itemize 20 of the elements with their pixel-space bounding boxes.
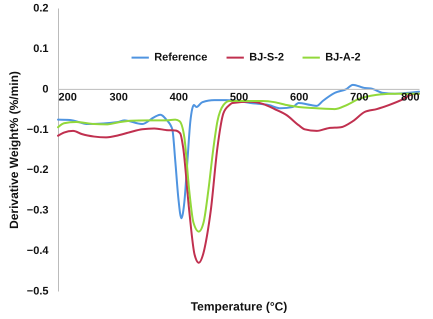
- line-series: [57, 84, 420, 220]
- x-axis-title: Temperature (°C): [190, 300, 288, 314]
- y-tick-label: −0.1: [26, 124, 48, 136]
- y-tick-label: −0.5: [26, 286, 48, 298]
- y-tick-label: −0.2: [26, 164, 48, 176]
- y-tick-label: 0: [42, 83, 48, 96]
- x-tick-label: 200: [58, 91, 77, 104]
- y-tick-label: 0.2: [33, 2, 48, 14]
- y-axis-title: Derivative Weight% (%/min): [6, 71, 21, 229]
- line-series: [57, 92, 420, 233]
- x-tick-label: 600: [290, 91, 308, 104]
- x-tick-label: 400: [170, 91, 188, 104]
- x-tick-label: 300: [109, 91, 128, 104]
- legend-label: Reference: [154, 52, 208, 64]
- line-series: [57, 92, 420, 264]
- y-tick-label: −0.3: [26, 204, 48, 217]
- legend-label: BJ-A-2: [325, 52, 361, 64]
- legend-label: BJ-S-2: [249, 52, 284, 64]
- y-tick-label: −0.4: [26, 245, 50, 258]
- y-tick-label: 0.1: [33, 42, 48, 55]
